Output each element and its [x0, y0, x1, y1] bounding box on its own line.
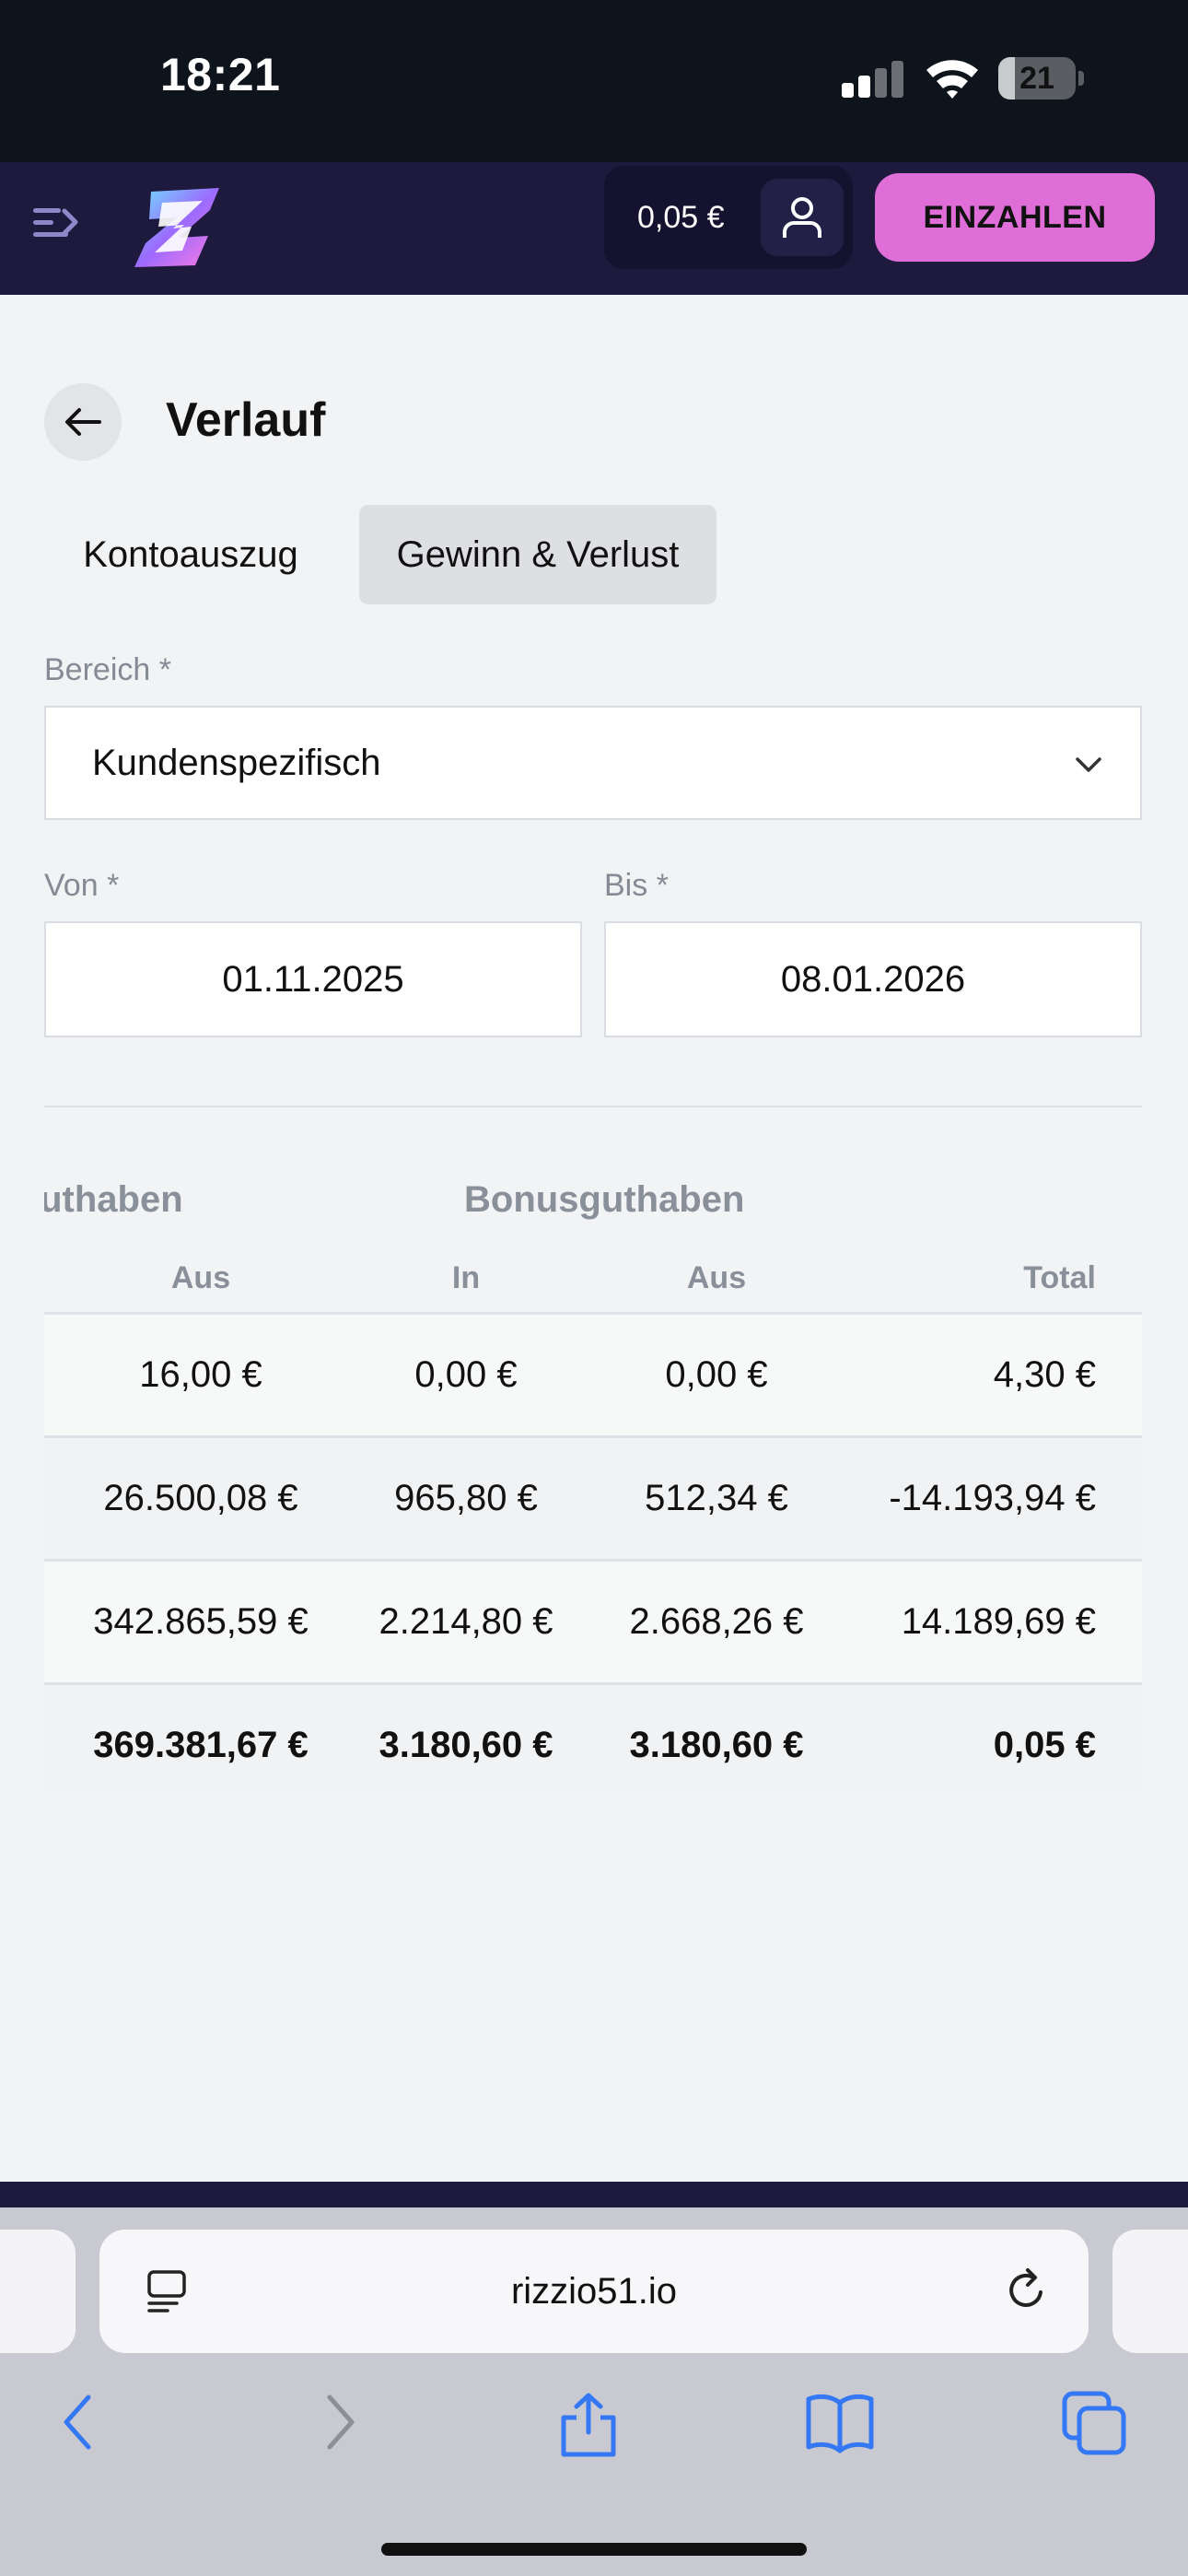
to-date-input[interactable]: 08.01.2026 — [604, 921, 1142, 1037]
home-indicator — [381, 2543, 807, 2556]
account-button[interactable] — [761, 179, 844, 256]
table-cell: 4,30 € — [993, 1354, 1096, 1395]
address-bar[interactable]: rizzio51.io — [99, 2230, 1089, 2353]
table-cell: 342.865,59 € — [93, 1601, 309, 1642]
tab-profit-loss[interactable]: Gewinn & Verlust — [359, 505, 716, 604]
battery-icon: 21 — [998, 57, 1084, 100]
page-title: Verlauf — [166, 393, 326, 447]
table-cell: 3.180,60 € — [629, 1725, 804, 1765]
user-icon — [783, 197, 821, 238]
cellular-signal-icon — [842, 61, 904, 98]
deposit-button[interactable]: EINZAHLEN — [875, 173, 1155, 262]
arrow-left-icon — [65, 408, 101, 436]
menu-icon[interactable] — [28, 195, 83, 251]
status-bar: 18:21 21 — [0, 0, 1188, 162]
browser-toolbar: rizzio51.io — [0, 2207, 1188, 2576]
table-cell: 0,00 € — [414, 1354, 518, 1395]
wallet-balance-box[interactable]: 0,05 € — [604, 166, 853, 269]
divider — [44, 1106, 1142, 1107]
wifi-icon — [926, 60, 978, 99]
battery-level: 21 — [1019, 61, 1054, 96]
group-header-bonus-balance: Bonusguthaben — [464, 1179, 745, 1220]
table-row: 342.865,59 € 2.214,80 € 2.668,26 € 14.18… — [44, 1559, 1142, 1682]
column-header-in: In — [451, 1260, 481, 1295]
table-row: 26.500,08 € 965,80 € 512,34 € -14.193,94… — [44, 1435, 1142, 1559]
forward-nav-icon[interactable] — [317, 2390, 363, 2454]
next-tab-peek[interactable] — [1112, 2230, 1188, 2353]
table-cell: 512,34 € — [645, 1478, 788, 1518]
column-header-out: Aus — [170, 1260, 231, 1295]
table-cell: 965,80 € — [394, 1478, 538, 1518]
group-header-balance: Guthaben — [44, 1179, 183, 1220]
table-cell: 369.381,67 € — [93, 1725, 309, 1765]
from-label: Von * — [44, 868, 120, 903]
chevron-down-icon — [1076, 757, 1101, 772]
wallet-balance: 0,05 € — [637, 200, 725, 235]
range-select-value: Kundenspezifisch — [92, 743, 381, 783]
table-cell: 2.214,80 € — [379, 1601, 553, 1642]
page-menu-icon[interactable] — [144, 2268, 190, 2314]
share-icon[interactable] — [556, 2390, 621, 2458]
tabs-icon[interactable] — [1061, 2390, 1127, 2456]
page-footer-edge — [0, 2182, 1188, 2207]
back-button[interactable] — [44, 383, 122, 461]
table-cell: 2.668,26 € — [629, 1601, 804, 1642]
table-cell: 26.500,08 € — [103, 1478, 298, 1518]
profit-loss-table[interactable]: Guthaben Bonusguthaben Aus In Aus Total … — [44, 1161, 1142, 1787]
url-text: rizzio51.io — [510, 2271, 678, 2312]
column-header-total: Total — [1023, 1260, 1096, 1295]
bookmarks-icon[interactable] — [805, 2390, 875, 2454]
table-cell: 0,00 € — [665, 1354, 768, 1395]
app-header: 0,05 € EINZAHLEN — [0, 162, 1188, 295]
reload-icon[interactable] — [1000, 2265, 1052, 2316]
previous-tab-peek[interactable] — [0, 2230, 76, 2353]
range-select[interactable]: Kundenspezifisch — [44, 706, 1142, 820]
table-cell: 14.189,69 € — [901, 1601, 1096, 1642]
table-cell: 3.180,60 € — [379, 1725, 553, 1765]
table-cell: 16,00 € — [139, 1354, 262, 1395]
status-time: 18:21 — [160, 49, 281, 100]
back-nav-icon[interactable] — [55, 2390, 101, 2454]
table-cell: 0,05 € — [993, 1725, 1096, 1765]
table-row: 16,00 € 0,00 € 0,00 € 4,30 € — [44, 1312, 1142, 1435]
to-label: Bis * — [604, 868, 669, 903]
logo-icon[interactable] — [131, 182, 227, 271]
range-label: Bereich * — [44, 652, 171, 687]
table-cell: -14.193,94 € — [889, 1478, 1096, 1518]
from-date-input[interactable]: 01.11.2025 — [44, 921, 582, 1037]
tab-statement[interactable]: Kontoauszug — [83, 534, 298, 575]
table-total-row: 369.381,67 € 3.180,60 € 3.180,60 € 0,05 … — [44, 1682, 1142, 1787]
column-header-bonus-out: Aus — [686, 1260, 747, 1295]
